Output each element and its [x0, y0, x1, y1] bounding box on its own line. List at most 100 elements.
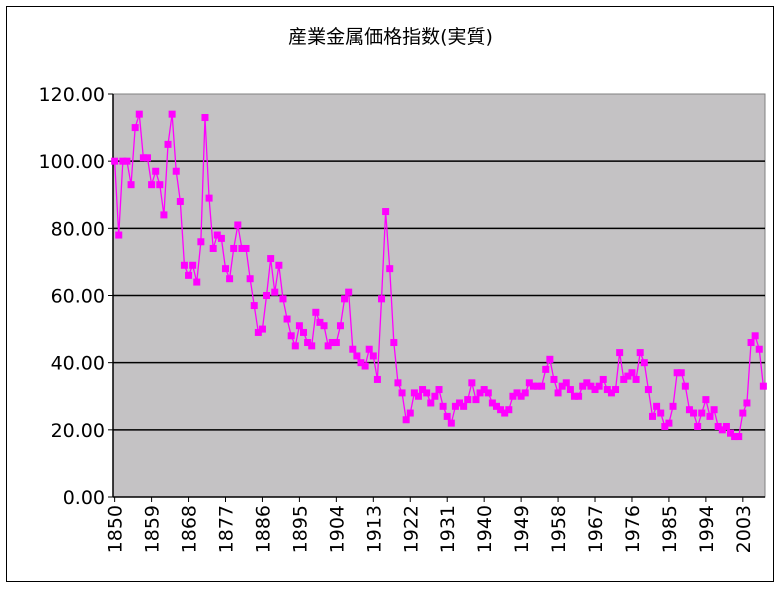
- x-tick-label: 1922: [400, 505, 422, 553]
- y-tick-label: 100.00: [39, 151, 105, 173]
- data-point: [152, 167, 160, 175]
- data-point: [599, 375, 607, 383]
- data-point: [690, 409, 698, 417]
- data-point: [172, 167, 180, 175]
- data-point: [316, 318, 324, 326]
- x-tick-label: 1967: [585, 505, 607, 553]
- data-point: [443, 412, 451, 420]
- data-point: [579, 382, 587, 390]
- data-point: [698, 409, 706, 417]
- x-tick-label: 1976: [622, 505, 644, 553]
- data-point: [439, 402, 447, 410]
- x-tick-label: 1904: [326, 505, 348, 553]
- x-tick-label: 1859: [142, 505, 164, 553]
- data-point: [661, 422, 669, 430]
- x-tick-label: 1949: [511, 505, 533, 553]
- data-point: [447, 419, 455, 427]
- data-point: [324, 342, 332, 350]
- data-point: [669, 402, 677, 410]
- data-point: [546, 355, 554, 363]
- data-point: [283, 315, 291, 323]
- x-tick-label: 1850: [105, 505, 127, 553]
- data-point: [488, 399, 496, 407]
- data-point: [423, 389, 431, 397]
- data-point: [275, 261, 283, 269]
- data-point: [127, 181, 135, 189]
- x-tick-label: 1913: [363, 505, 385, 553]
- data-point: [148, 181, 156, 189]
- data-point: [143, 154, 151, 162]
- data-point: [394, 379, 402, 387]
- data-point: [226, 275, 234, 283]
- data-point: [341, 295, 349, 303]
- data-point: [731, 433, 739, 441]
- x-tick-label: 1895: [289, 505, 311, 553]
- data-point: [139, 154, 147, 162]
- data-point: [336, 322, 344, 330]
- data-point: [521, 389, 529, 397]
- x-tick-label: 1877: [215, 505, 237, 553]
- data-point: [710, 406, 718, 414]
- data-point: [685, 406, 693, 414]
- data-point: [649, 412, 657, 420]
- data-point: [386, 265, 394, 273]
- x-tick-label: 1868: [179, 505, 201, 553]
- data-point: [456, 399, 464, 407]
- data-point: [312, 308, 320, 316]
- data-point: [427, 399, 435, 407]
- data-point: [550, 375, 558, 383]
- data-point: [562, 379, 570, 387]
- data-point: [414, 392, 422, 400]
- data-point: [217, 234, 225, 242]
- data-point: [308, 342, 316, 350]
- data-point: [123, 157, 131, 165]
- data-point: [681, 382, 689, 390]
- data-point: [271, 288, 279, 296]
- data-point: [213, 231, 221, 239]
- x-tick-label: 1931: [437, 505, 459, 553]
- data-point: [382, 208, 390, 216]
- data-point: [492, 402, 500, 410]
- data-point: [111, 157, 119, 165]
- data-point: [115, 231, 123, 239]
- data-point: [406, 409, 414, 417]
- data-point: [607, 389, 615, 397]
- data-point: [501, 409, 509, 417]
- x-tick-label: 1886: [252, 505, 274, 553]
- data-point: [119, 157, 127, 165]
- data-point: [221, 265, 229, 273]
- data-point: [279, 295, 287, 303]
- data-point: [263, 292, 271, 299]
- x-tick-label: 1958: [548, 505, 570, 553]
- data-point: [570, 392, 578, 400]
- data-point: [176, 197, 184, 205]
- data-point: [591, 386, 599, 394]
- data-point: [451, 402, 459, 410]
- data-point: [135, 110, 143, 118]
- data-point: [628, 369, 636, 377]
- data-point: [168, 110, 176, 118]
- data-point: [209, 244, 217, 252]
- data-point: [595, 382, 603, 390]
- data-point: [250, 302, 258, 310]
- data-point: [349, 345, 357, 353]
- data-point: [509, 392, 517, 400]
- data-point: [476, 389, 484, 397]
- y-tick-label: 80.00: [51, 218, 105, 240]
- data-point: [373, 375, 381, 383]
- data-point: [419, 386, 427, 394]
- data-point: [205, 194, 213, 202]
- data-point: [554, 389, 562, 397]
- data-point: [291, 342, 299, 350]
- data-point: [673, 369, 681, 377]
- data-point: [632, 375, 640, 383]
- data-point: [304, 339, 312, 347]
- data-point: [525, 379, 533, 387]
- data-point: [435, 386, 443, 394]
- data-point: [538, 382, 546, 390]
- data-point: [497, 406, 505, 414]
- data-point: [624, 372, 632, 380]
- data-point: [357, 359, 365, 367]
- data-point: [517, 392, 525, 400]
